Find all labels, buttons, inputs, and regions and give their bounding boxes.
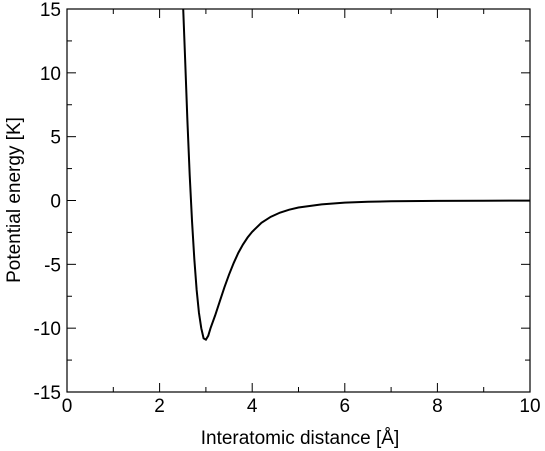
x-tick-label: 0: [62, 396, 73, 417]
x-tick-label: 8: [432, 396, 443, 417]
tick-labels: 0 2 4 6 8 10 -15 -10 -5 0 5 10 15: [34, 0, 541, 417]
y-tick-label: -5: [44, 255, 61, 276]
y-tick-label: -10: [34, 319, 61, 340]
y-tick-label: 0: [50, 192, 61, 213]
x-tick-label: 10: [519, 396, 540, 417]
y-axis-label: Potential energy [K]: [4, 117, 25, 283]
series-line: [182, 8, 531, 342]
y-tick-label: 15: [40, 0, 61, 21]
x-axis-label: Interatomic distance [Å]: [201, 428, 400, 449]
x-tick-label: 6: [340, 396, 351, 417]
x-tick-label: 2: [154, 396, 165, 417]
x-tick-label: 4: [247, 396, 258, 417]
axis-ticks: [66, 8, 531, 393]
y-tick-label: 5: [50, 128, 61, 149]
y-tick-label: -15: [34, 383, 61, 404]
y-tick-label: 10: [40, 64, 61, 85]
